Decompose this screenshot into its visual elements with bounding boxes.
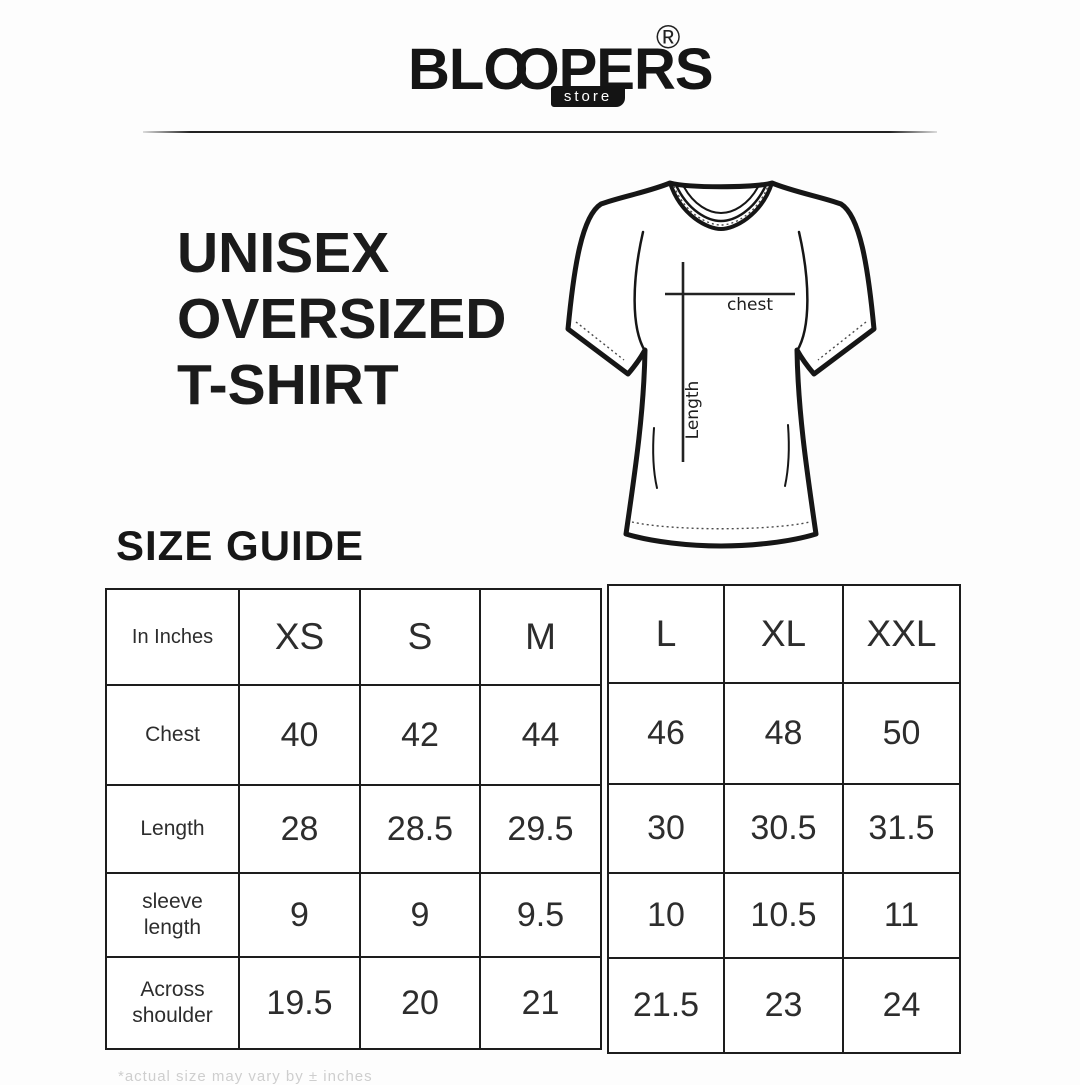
length-s: 28.5 <box>359 784 481 874</box>
logo-text-bl: BL <box>408 37 484 102</box>
size-table-right-block: L XL XXL 46 48 50 30 30.5 31.5 10 10.5 1… <box>607 584 961 1054</box>
row-label: Length <box>105 784 240 874</box>
chest-m: 44 <box>479 684 602 786</box>
logo-o-icon: O <box>483 37 528 102</box>
table-row-sleeve: 10 10.5 11 <box>607 872 961 959</box>
size-table-left-block: In Inches XS S M Chest 40 42 44 Length 2… <box>105 588 602 1050</box>
row-label: sleeve length <box>105 872 240 958</box>
left-side-seam <box>652 427 658 489</box>
collar-rib <box>674 183 768 223</box>
size-header-xxl: XXL <box>842 584 961 684</box>
table-row-shoulder: Across shoulder 19.5 20 21 <box>105 956 602 1050</box>
length-l: 30 <box>607 783 725 874</box>
size-header-xs: XS <box>238 588 361 686</box>
shoulder-m: 21 <box>479 956 602 1050</box>
chest-l: 46 <box>607 682 725 785</box>
sleeve-xxl: 11 <box>842 872 961 959</box>
length-xxl: 31.5 <box>842 783 961 874</box>
collar-inner <box>683 186 759 215</box>
collar-outer <box>668 181 774 232</box>
product-title-line3: T-SHIRT <box>177 353 399 417</box>
product-title: UNISEX OVERSIZED T-SHIRT <box>177 220 506 418</box>
length-xs: 28 <box>238 784 361 874</box>
sleeve-s: 9 <box>359 872 481 958</box>
size-guide-heading: SIZE GUIDE <box>116 522 365 569</box>
length-m: 29.5 <box>479 784 602 874</box>
sleeve-xs: 9 <box>238 872 361 958</box>
hem-stitch <box>631 521 811 530</box>
chest-xl: 48 <box>723 682 844 785</box>
row-label: Chest <box>105 684 240 786</box>
table-row-chest: 46 48 50 <box>607 682 961 785</box>
left-armhole-seam <box>633 230 647 353</box>
size-header-xl: XL <box>723 584 844 684</box>
header-divider <box>143 131 937 133</box>
chest-xs: 40 <box>238 684 361 786</box>
length-label: Length <box>683 381 703 440</box>
left-cuff-stitch <box>575 321 625 361</box>
product-title-line1: UNISEX <box>177 221 390 285</box>
tshirt-measurement-diagram: chest Length <box>565 180 877 549</box>
table-row-shoulder: 21.5 23 24 <box>607 957 961 1054</box>
table-header-row: In Inches XS S M <box>105 588 602 686</box>
table-row-length: Length 28 28.5 29.5 <box>105 784 602 874</box>
table-row-chest: Chest 40 42 44 <box>105 684 602 786</box>
right-side-seam <box>784 424 790 487</box>
sleeve-m: 9.5 <box>479 872 602 958</box>
sleeve-xl: 10.5 <box>723 872 844 959</box>
shoulder-l: 21.5 <box>607 957 725 1054</box>
table-header-row: L XL XXL <box>607 584 961 684</box>
chest-s: 42 <box>359 684 481 786</box>
shoulder-xxl: 24 <box>842 957 961 1054</box>
size-table: In Inches XS S M Chest 40 42 44 Length 2… <box>105 584 961 1054</box>
shoulder-s: 20 <box>359 956 481 1050</box>
table-row-length: 30 30.5 31.5 <box>607 783 961 874</box>
right-armhole-seam <box>795 230 809 353</box>
product-title-line2: OVERSIZED <box>177 287 507 351</box>
unit-header-cell: In Inches <box>105 588 240 686</box>
length-xl: 30.5 <box>723 783 844 874</box>
row-label: Across shoulder <box>105 956 240 1050</box>
brand-logo: BLOOPERS store ® <box>0 0 1080 140</box>
shoulder-xs: 19.5 <box>238 956 361 1050</box>
chest-xxl: 50 <box>842 682 961 785</box>
tshirt-outline <box>565 180 877 549</box>
table-row-sleeve: sleeve length 9 9 9.5 <box>105 872 602 958</box>
sleeve-l: 10 <box>607 872 725 959</box>
right-cuff-stitch <box>817 321 867 361</box>
registered-trademark-icon: ® <box>656 18 681 55</box>
size-header-m: M <box>479 588 602 686</box>
size-header-l: L <box>607 584 725 684</box>
store-badge: store <box>551 86 625 107</box>
shoulder-xl: 23 <box>723 957 844 1054</box>
size-disclaimer: *actual size may vary by ± inches <box>118 1068 373 1085</box>
chest-label: chest <box>727 295 773 315</box>
size-header-s: S <box>359 588 481 686</box>
